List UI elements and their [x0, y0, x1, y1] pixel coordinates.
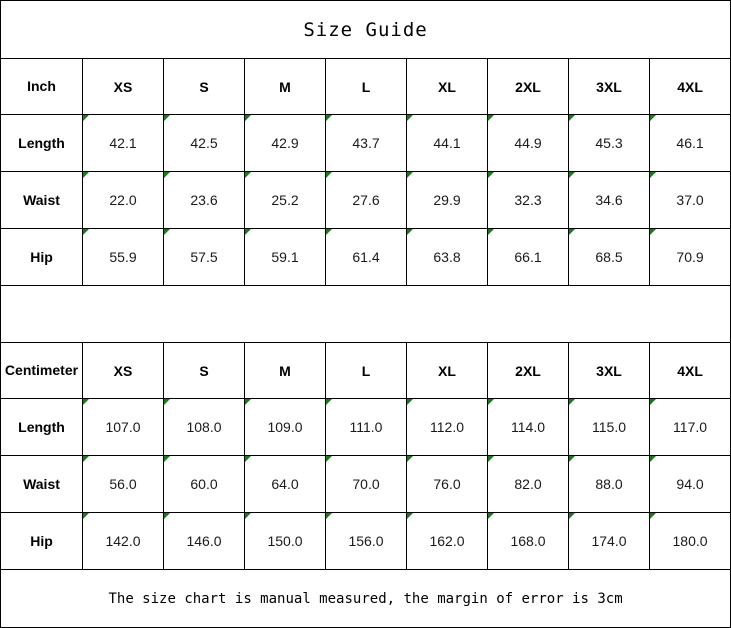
size-header-2xl: 2XL — [487, 58, 569, 115]
size-header-m: M — [244, 58, 326, 115]
table-row: Length 107.0 108.0 109.0 111.0 112.0 114… — [0, 398, 731, 456]
cell-inch-length-m: 42.9 — [244, 114, 326, 172]
page-title: Size Guide — [0, 0, 731, 59]
cell-inch-length-2xl: 44.9 — [487, 114, 569, 172]
table-row: Length 42.1 42.5 42.9 43.7 44.1 44.9 45.… — [0, 114, 731, 172]
cell-cm-length-xl: 112.0 — [406, 398, 488, 456]
cell-inch-hip-l: 61.4 — [325, 228, 407, 286]
cell-cm-hip-xl: 162.0 — [406, 512, 488, 570]
size-header-s: S — [163, 58, 245, 115]
cell-cm-hip-m: 150.0 — [244, 512, 326, 570]
cell-inch-hip-2xl: 66.1 — [487, 228, 569, 286]
cell-cm-hip-xs: 142.0 — [82, 512, 164, 570]
cell-inch-waist-4xl: 37.0 — [648, 171, 731, 229]
size-header-4xl: 4XL — [648, 58, 731, 115]
unit-label-centimeter: Centimeter — [0, 342, 83, 399]
cell-inch-waist-xl: 29.9 — [406, 171, 488, 229]
size-header-cm-2xl: 2XL — [487, 342, 569, 399]
size-header-cm-l: L — [325, 342, 407, 399]
cell-inch-waist-m: 25.2 — [244, 171, 326, 229]
cell-inch-hip-xs: 55.9 — [82, 228, 164, 286]
cell-inch-hip-xl: 63.8 — [406, 228, 488, 286]
row-label-hip-cm: Hip — [0, 512, 83, 570]
cell-cm-hip-4xl: 180.0 — [648, 512, 731, 570]
table-row: Hip 55.9 57.5 59.1 61.4 63.8 66.1 68.5 7… — [0, 228, 731, 286]
cell-cm-length-4xl: 117.0 — [648, 398, 731, 456]
cell-inch-length-4xl: 46.1 — [648, 114, 731, 172]
table-spacer — [0, 285, 731, 343]
cell-inch-waist-s: 23.6 — [163, 171, 245, 229]
cell-inch-hip-m: 59.1 — [244, 228, 326, 286]
cell-cm-waist-xs: 56.0 — [82, 455, 164, 513]
centimeter-header-row: Centimeter XS S M L XL 2XL 3XL 4XL — [0, 342, 731, 399]
cell-cm-length-s: 108.0 — [163, 398, 245, 456]
cell-cm-hip-s: 146.0 — [163, 512, 245, 570]
cell-inch-waist-2xl: 32.3 — [487, 171, 569, 229]
table-spacer-row — [0, 285, 731, 343]
cell-cm-length-xs: 107.0 — [82, 398, 164, 456]
cell-cm-waist-3xl: 88.0 — [568, 455, 650, 513]
cell-cm-length-2xl: 114.0 — [487, 398, 569, 456]
row-label-length-cm: Length — [0, 398, 83, 456]
cell-cm-length-l: 111.0 — [325, 398, 407, 456]
cell-cm-hip-3xl: 174.0 — [568, 512, 650, 570]
row-label-hip-inch: Hip — [0, 228, 83, 286]
cell-inch-waist-xs: 22.0 — [82, 171, 164, 229]
size-header-xl: XL — [406, 58, 488, 115]
cell-inch-length-xs: 42.1 — [82, 114, 164, 172]
cell-cm-waist-m: 64.0 — [244, 455, 326, 513]
unit-label-inch: Inch — [0, 58, 83, 115]
cell-inch-length-l: 43.7 — [325, 114, 407, 172]
cell-cm-waist-xl: 76.0 — [406, 455, 488, 513]
cell-cm-length-3xl: 115.0 — [568, 398, 650, 456]
row-label-waist-cm: Waist — [0, 455, 83, 513]
measurement-note: The size chart is manual measured, the m… — [0, 569, 731, 628]
size-header-cm-s: S — [163, 342, 245, 399]
cell-inch-length-xl: 44.1 — [406, 114, 488, 172]
cell-inch-length-3xl: 45.3 — [568, 114, 650, 172]
cell-inch-hip-s: 57.5 — [163, 228, 245, 286]
note-row: The size chart is manual measured, the m… — [0, 569, 731, 628]
cell-inch-waist-3xl: 34.6 — [568, 171, 650, 229]
size-header-cm-m: M — [244, 342, 326, 399]
table-row: Waist 56.0 60.0 64.0 70.0 76.0 82.0 88.0… — [0, 455, 731, 513]
cell-inch-waist-l: 27.6 — [325, 171, 407, 229]
size-header-xs: XS — [82, 58, 164, 115]
table-row: Waist 22.0 23.6 25.2 27.6 29.9 32.3 34.6… — [0, 171, 731, 229]
row-label-waist-inch: Waist — [0, 171, 83, 229]
cell-cm-hip-2xl: 168.0 — [487, 512, 569, 570]
table-row: Hip 142.0 146.0 150.0 156.0 162.0 168.0 … — [0, 512, 731, 570]
inch-header-row: Inch XS S M L XL 2XL 3XL 4XL — [0, 58, 731, 115]
size-header-cm-3xl: 3XL — [568, 342, 650, 399]
cell-cm-waist-2xl: 82.0 — [487, 455, 569, 513]
cell-inch-length-s: 42.5 — [163, 114, 245, 172]
row-label-length-inch: Length — [0, 114, 83, 172]
cell-inch-hip-3xl: 68.5 — [568, 228, 650, 286]
cell-inch-hip-4xl: 70.9 — [648, 228, 731, 286]
title-row: Size Guide — [0, 0, 731, 59]
cell-cm-waist-s: 60.0 — [163, 455, 245, 513]
cell-cm-hip-l: 156.0 — [325, 512, 407, 570]
cell-cm-length-m: 109.0 — [244, 398, 326, 456]
size-header-l: L — [325, 58, 407, 115]
cell-cm-waist-l: 70.0 — [325, 455, 407, 513]
size-header-cm-xs: XS — [82, 342, 164, 399]
cell-cm-waist-4xl: 94.0 — [648, 455, 731, 513]
size-header-3xl: 3XL — [568, 58, 650, 115]
size-header-cm-4xl: 4XL — [648, 342, 731, 399]
size-header-cm-xl: XL — [406, 342, 488, 399]
